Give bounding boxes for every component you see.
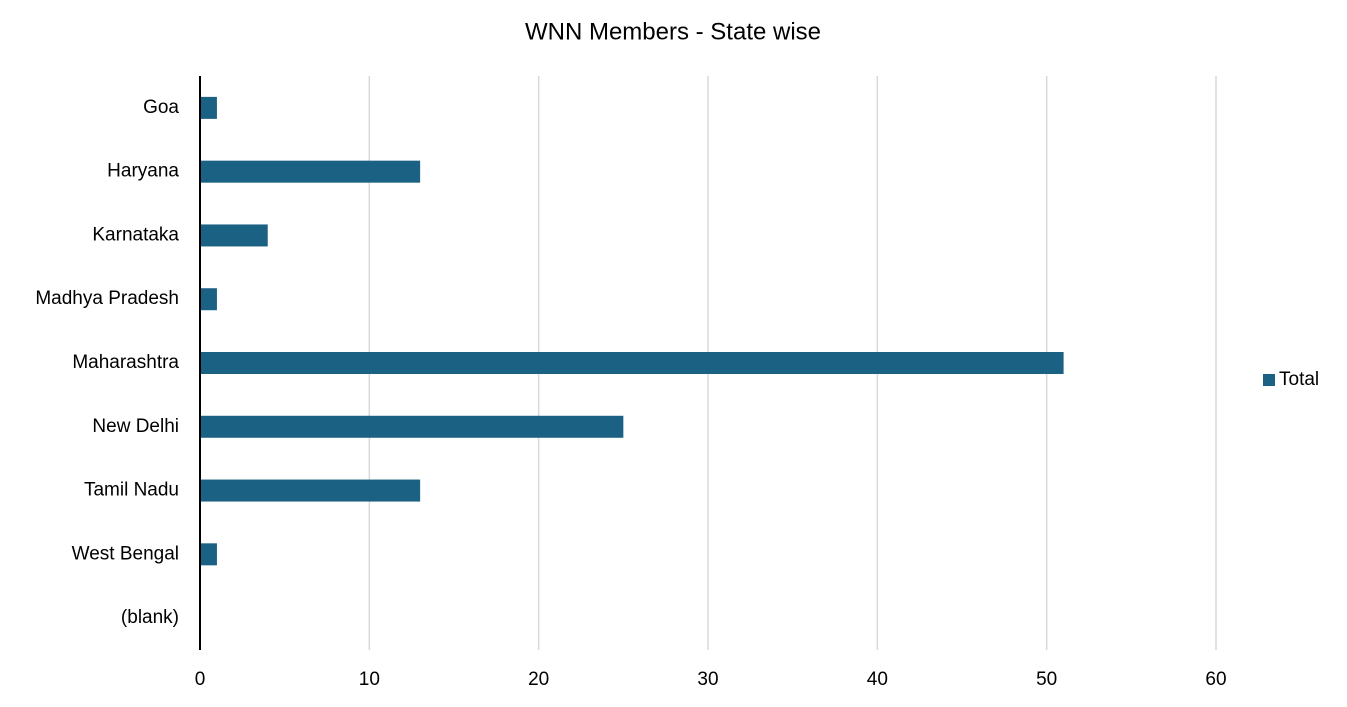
y-tick-label: Tamil Nadu <box>84 480 179 501</box>
x-tick-label: 0 <box>195 669 206 690</box>
y-tick-label: (blank) <box>121 607 179 628</box>
bar <box>200 352 1064 374</box>
y-tick-label: Haryana <box>107 161 179 182</box>
y-tick-label: Goa <box>143 97 179 118</box>
x-tick-label: 50 <box>1036 669 1057 690</box>
bar <box>200 479 421 502</box>
y-tick-label: Karnataka <box>92 224 179 245</box>
legend-label: Total <box>1279 369 1319 390</box>
x-tick-label: 40 <box>867 669 888 690</box>
y-tick-label: Maharashtra <box>72 352 179 373</box>
legend-swatch <box>1263 374 1275 386</box>
x-tick-label: 60 <box>1205 669 1226 690</box>
bar <box>200 288 217 311</box>
y-tick-label: Madhya Pradesh <box>35 288 179 309</box>
bar <box>200 543 217 566</box>
x-tick-label: 30 <box>697 669 718 690</box>
x-tick-label: 10 <box>359 669 380 690</box>
bar <box>200 96 217 119</box>
y-tick-label: West Bengal <box>72 543 179 564</box>
bar <box>200 415 624 438</box>
chart-title: WNN Members - State wise <box>525 18 821 45</box>
bar <box>200 224 268 247</box>
x-tick-label: 20 <box>528 669 549 690</box>
y-tick-label: New Delhi <box>92 416 179 437</box>
bar <box>200 160 421 183</box>
